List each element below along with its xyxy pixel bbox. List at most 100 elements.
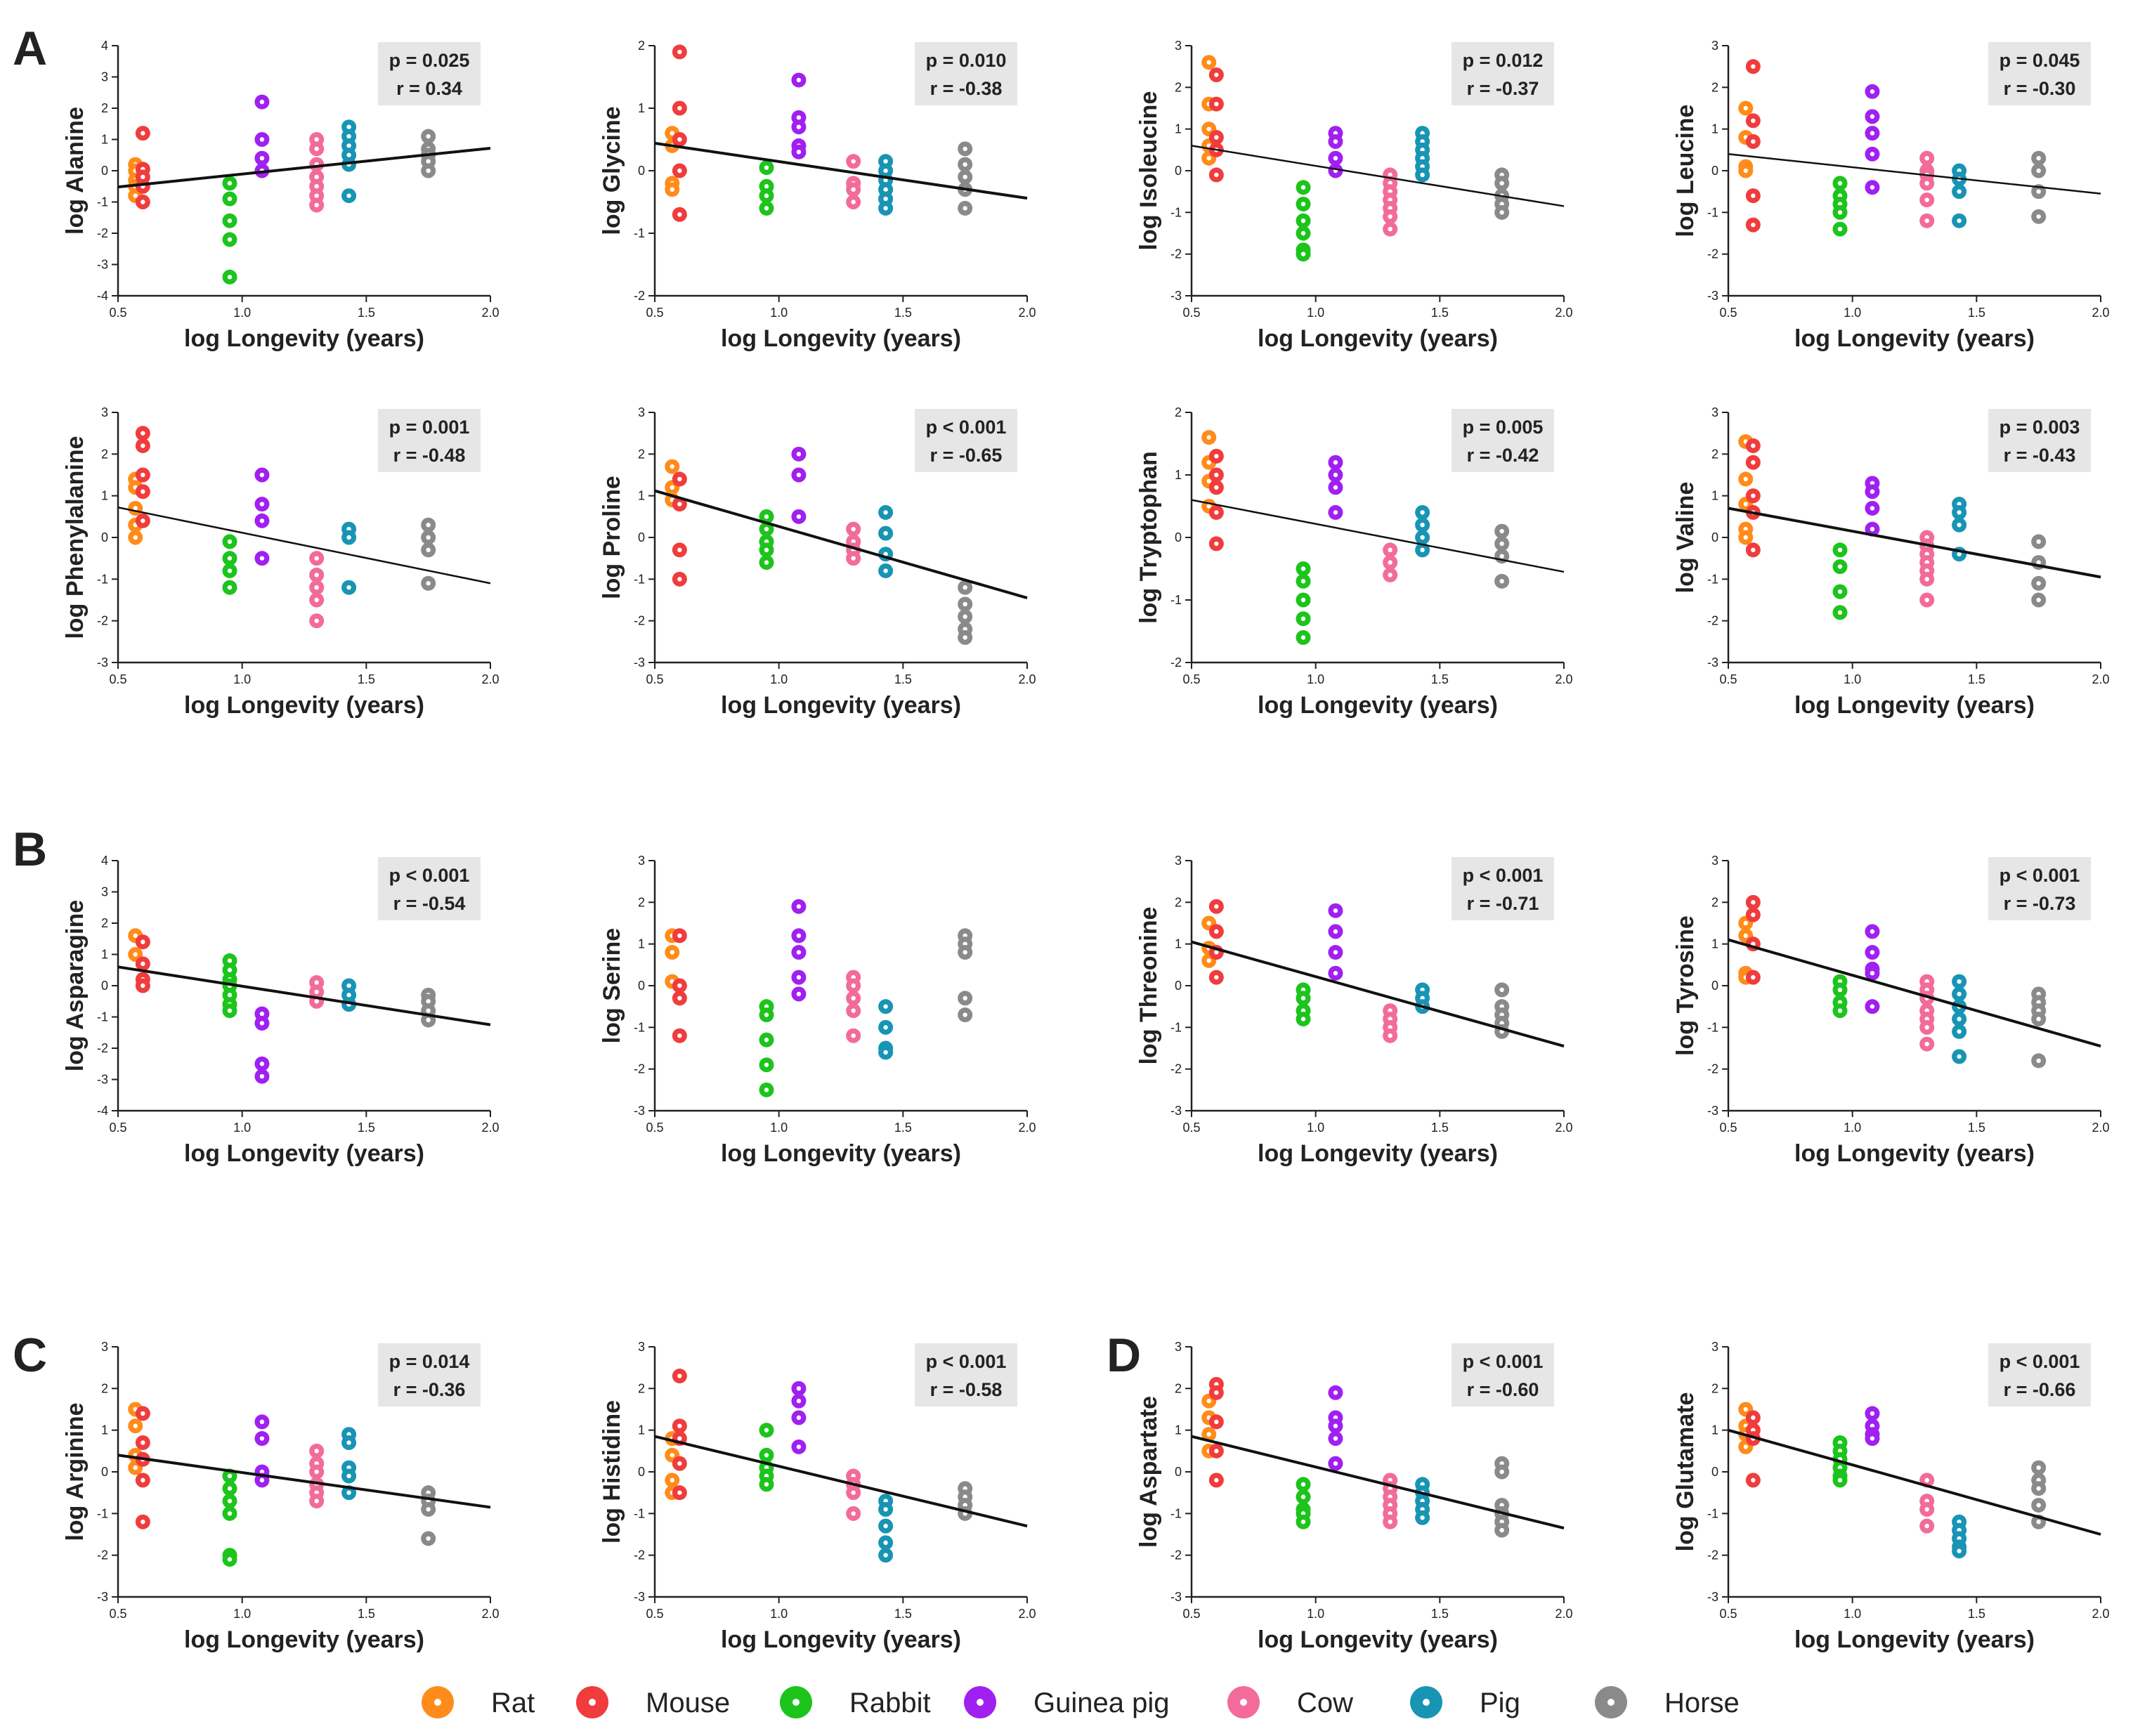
data-point-center <box>1499 528 1504 534</box>
data-point-rabbit <box>222 534 237 549</box>
data-point-center <box>314 999 319 1004</box>
data-point-guinea-pig <box>254 1414 270 1430</box>
data-point-center <box>346 535 351 540</box>
y-tick-label: 2 <box>638 1381 645 1395</box>
data-point-pig <box>341 530 357 545</box>
x-tick-label: 1.0 <box>1844 1607 1861 1621</box>
y-tick-label: 2 <box>101 1381 108 1395</box>
data-point-mouse <box>1208 1414 1224 1430</box>
data-point-guinea-pig <box>1328 467 1343 483</box>
regression-line <box>1191 145 1565 207</box>
x-tick-label: 1.5 <box>894 1121 912 1135</box>
data-point-rabbit <box>1832 221 1848 237</box>
y-tick-label: 0 <box>1711 530 1718 544</box>
data-point-center <box>1751 460 1756 465</box>
data-point-center <box>227 1557 233 1562</box>
data-point-guinea-pig <box>791 446 807 462</box>
data-point-rat <box>128 1418 143 1434</box>
data-point-center <box>1870 526 1875 532</box>
data-point-guinea-pig <box>1328 1456 1343 1471</box>
data-point-center <box>227 585 233 590</box>
y-tick-label: 1 <box>101 133 108 147</box>
data-point-horse <box>958 596 973 612</box>
p-value: p < 0.001 <box>2000 865 2080 886</box>
regression-line <box>1728 153 2101 195</box>
data-point-center <box>963 635 967 640</box>
data-point-center <box>1333 908 1338 913</box>
x-tick-label: 0.5 <box>109 1121 126 1135</box>
legend-marker-center <box>977 1699 984 1706</box>
y-tick-label: 3 <box>638 405 645 419</box>
data-point-rabbit <box>222 213 237 228</box>
y-tick-label: 2 <box>638 447 645 461</box>
y-tick-label: -1 <box>97 195 108 209</box>
data-point-rat <box>1201 1427 1217 1442</box>
x-tick-label: 2.0 <box>2092 1121 2109 1135</box>
data-point-center <box>314 184 319 189</box>
data-point-center <box>314 573 319 577</box>
data-point-rabbit <box>1296 247 1311 262</box>
data-point-center <box>1333 139 1338 144</box>
data-point-center <box>677 983 682 988</box>
data-point-center <box>1420 547 1425 552</box>
y-tick-label: -3 <box>97 1073 108 1087</box>
data-point-mouse <box>672 571 687 587</box>
legend-marker-center <box>792 1699 800 1706</box>
stats-box <box>915 1343 1017 1407</box>
y-tick-label: -1 <box>1170 205 1182 219</box>
data-point-center <box>227 556 233 561</box>
data-point-mouse <box>1745 59 1761 74</box>
x-tick-label: 1.5 <box>1968 1607 1985 1621</box>
data-point-rabbit <box>222 191 237 207</box>
x-tick-label: 1.5 <box>358 672 375 686</box>
x-tick-label: 2.0 <box>1018 1121 1036 1135</box>
data-point-guinea-pig <box>254 467 270 483</box>
data-point-center <box>1300 996 1306 1001</box>
data-point-cow <box>846 991 861 1006</box>
data-point-rabbit <box>759 555 774 570</box>
data-point-center <box>141 200 145 204</box>
data-point-mouse <box>135 426 150 441</box>
regression-line <box>654 1435 1028 1528</box>
data-point-cow <box>309 1494 325 1509</box>
data-point-center <box>346 585 351 590</box>
data-point-center <box>1388 560 1392 565</box>
data-point-center <box>764 1482 769 1487</box>
data-point-center <box>883 159 888 164</box>
data-point-center <box>1333 485 1338 490</box>
data-point-center <box>1751 900 1756 905</box>
data-point-cow <box>309 580 325 595</box>
data-point-rat <box>665 945 680 960</box>
data-point-mouse <box>672 1456 687 1471</box>
data-point-horse <box>421 530 436 545</box>
legend-item-pig: Pig <box>1410 1686 1520 1718</box>
data-point-horse <box>421 163 436 178</box>
data-point-mouse <box>135 467 150 483</box>
data-point-center <box>1214 485 1219 490</box>
y-tick-label: 2 <box>101 916 108 930</box>
data-point-rabbit <box>759 1082 774 1097</box>
x-tick-label: 0.5 <box>1719 672 1737 686</box>
y-tick-label: -1 <box>634 1506 645 1520</box>
stats-box <box>1988 409 2091 472</box>
y-tick-label: -3 <box>1170 1590 1182 1604</box>
data-point-center <box>259 137 265 142</box>
x-axis-label: log Longevity (years) <box>1794 692 2035 719</box>
r-value: r = -0.60 <box>1467 1379 1539 1400</box>
y-tick-label: 1 <box>101 1423 108 1437</box>
data-point-horse <box>2031 534 2047 549</box>
x-tick-label: 1.5 <box>1968 1121 1985 1135</box>
data-point-cow <box>309 141 325 157</box>
r-value: r = -0.58 <box>930 1379 1003 1400</box>
data-point-center <box>796 77 802 83</box>
data-point-center <box>346 152 351 157</box>
data-point-center <box>346 993 351 998</box>
data-point-center <box>1300 579 1306 584</box>
data-point-center <box>426 1017 431 1023</box>
data-point-center <box>1743 535 1748 540</box>
r-value: r = -0.48 <box>393 445 466 466</box>
x-tick-label: 1.5 <box>358 1121 375 1135</box>
data-point-center <box>796 1386 802 1391</box>
data-point-mouse <box>672 44 687 60</box>
y-tick-label: 2 <box>1711 447 1718 461</box>
